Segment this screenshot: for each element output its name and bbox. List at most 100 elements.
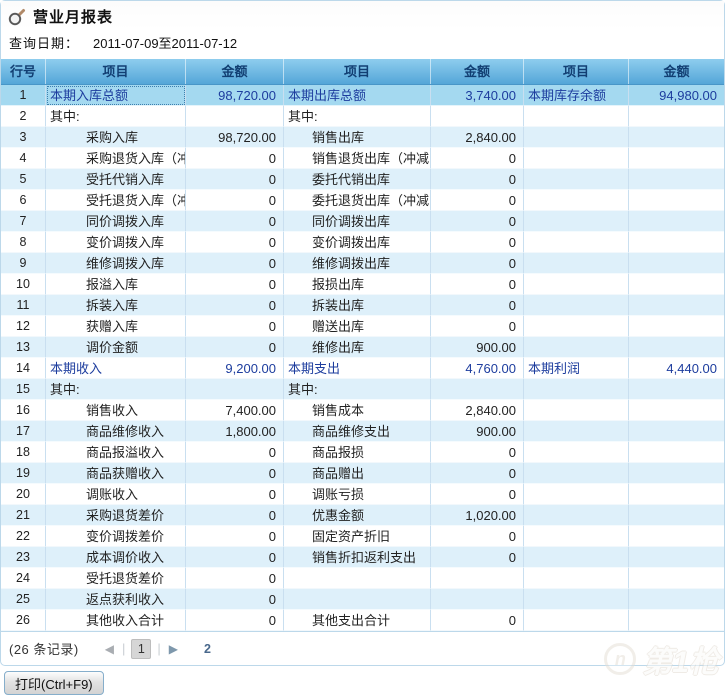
cell-item-3	[524, 232, 629, 253]
cell-row-number: 16	[1, 400, 46, 421]
cell-amount-2	[431, 106, 524, 127]
next-page-icon[interactable]: ▶	[168, 641, 178, 656]
cell-amount-2: 0	[431, 169, 524, 190]
table-row[interactable]: 21 采购退货差价 0 优惠金额 1,020.00	[1, 505, 724, 526]
cell-row-number: 26	[1, 610, 46, 631]
table-row[interactable]: 12 获赠入库 0 赠送出库 0	[1, 316, 724, 337]
cell-amount-3: 94,980.00	[629, 85, 724, 106]
cell-item-2: 商品报损	[284, 442, 431, 463]
table-row[interactable]: 18 商品报溢收入 0 商品报损 0	[1, 442, 724, 463]
cell-amount-3: 4,440.00	[629, 358, 724, 379]
table-row[interactable]: 1 本期入库总额 98,720.00 本期出库总额 3,740.00 本期库存余…	[1, 85, 724, 106]
table-row[interactable]: 17 商品维修收入 1,800.00 商品维修支出 900.00	[1, 421, 724, 442]
table-row[interactable]: 10 报溢入库 0 报损出库 0	[1, 274, 724, 295]
table-row[interactable]: 3 采购入库 98,720.00 销售出库 2,840.00	[1, 127, 724, 148]
magnifier-icon	[7, 7, 27, 27]
cell-amount-1: 9,200.00	[186, 358, 284, 379]
cell-amount-3	[629, 442, 724, 463]
table-row[interactable]: 8 变价调拨入库 0 变价调拨出库 0	[1, 232, 724, 253]
cell-row-number: 15	[1, 379, 46, 400]
report-table: 行号 项目 金额 项目 金额 项目 金额 1 本期入库总额 98,720.00 本期出库总额…	[1, 59, 724, 631]
cell-amount-3	[629, 568, 724, 589]
table-row[interactable]: 26 其他收入合计 0 其他支出合计 0	[1, 610, 724, 631]
print-button[interactable]: 打印(Ctrl+F9)	[4, 671, 104, 695]
current-page-box[interactable]: 1	[131, 638, 152, 659]
cell-item-2: 维修调拨出库	[284, 253, 431, 274]
cell-item-3	[524, 463, 629, 484]
cell-amount-3	[629, 526, 724, 547]
table-row[interactable]: 19 商品获赠收入 0 商品赠出 0	[1, 463, 724, 484]
cell-amount-2: 0	[431, 610, 524, 631]
cell-row-number: 7	[1, 211, 46, 232]
cell-item-2: 拆装出库	[284, 295, 431, 316]
cell-amount-2: 0	[431, 463, 524, 484]
table-row[interactable]: 25 返点获利收入 0	[1, 589, 724, 610]
cell-row-number: 8	[1, 232, 46, 253]
cell-amount-1: 0	[186, 316, 284, 337]
page-2-link[interactable]: 2	[203, 641, 211, 656]
cell-row-number: 13	[1, 337, 46, 358]
cell-amount-3	[629, 232, 724, 253]
pager-divider: |	[121, 641, 126, 656]
table-row[interactable]: 15 其中: 其中:	[1, 379, 724, 400]
cell-item-3	[524, 190, 629, 211]
cell-row-number: 4	[1, 148, 46, 169]
cell-row-number: 22	[1, 526, 46, 547]
cell-amount-1: 7,400.00	[186, 400, 284, 421]
cell-amount-3	[629, 421, 724, 442]
prev-page-icon[interactable]: ◀	[104, 641, 114, 656]
cell-item-3	[524, 148, 629, 169]
cell-item-2: 委托退货出库（冲减	[284, 190, 431, 211]
cell-amount-1: 0	[186, 568, 284, 589]
cell-item-3	[524, 337, 629, 358]
cell-row-number: 14	[1, 358, 46, 379]
cell-item-3	[524, 484, 629, 505]
cell-item-1: 其中:	[46, 379, 186, 400]
cell-row-number: 1	[1, 85, 46, 106]
cell-row-number: 3	[1, 127, 46, 148]
cell-item-1: 商品报溢收入	[46, 442, 186, 463]
cell-amount-2: 0	[431, 232, 524, 253]
cell-item-1: 获赠入库	[46, 316, 186, 337]
cell-item-3	[524, 568, 629, 589]
table-row[interactable]: 14 本期收入 9,200.00 本期支出 4,760.00 本期利润 4,44…	[1, 358, 724, 379]
cell-amount-2	[431, 379, 524, 400]
cell-item-2: 商品维修支出	[284, 421, 431, 442]
title-bar: 营业月报表	[1, 1, 724, 30]
cell-item-1: 采购退货入库（冲	[46, 148, 186, 169]
table-row[interactable]: 7 同价调拨入库 0 同价调拨出库 0	[1, 211, 724, 232]
table-row[interactable]: 9 维修调拨入库 0 维修调拨出库 0	[1, 253, 724, 274]
table-row[interactable]: 13 调价金额 0 维修出库 900.00	[1, 337, 724, 358]
cell-amount-1: 0	[186, 148, 284, 169]
cell-item-2: 销售折扣返利支出	[284, 547, 431, 568]
cell-amount-3	[629, 169, 724, 190]
cell-amount-2: 2,840.00	[431, 127, 524, 148]
cell-item-3	[524, 169, 629, 190]
table-row[interactable]: 24 受托退货差价 0	[1, 568, 724, 589]
cell-row-number: 23	[1, 547, 46, 568]
cell-amount-3	[629, 148, 724, 169]
table-row[interactable]: 5 受托代销入库 0 委托代销出库 0	[1, 169, 724, 190]
cell-amount-1: 0	[186, 463, 284, 484]
table-row[interactable]: 2 其中: 其中:	[1, 106, 724, 127]
cell-amount-3	[629, 106, 724, 127]
cell-item-2: 同价调拨出库	[284, 211, 431, 232]
cell-amount-2: 0	[431, 148, 524, 169]
table-row[interactable]: 20 调账收入 0 调账亏损 0	[1, 484, 724, 505]
cell-item-2: 其中:	[284, 379, 431, 400]
table-row[interactable]: 6 受托退货入库（冲 0 委托退货出库（冲减 0	[1, 190, 724, 211]
cell-item-1: 采购入库	[46, 127, 186, 148]
cell-item-2: 调账亏损	[284, 484, 431, 505]
cell-amount-2: 1,020.00	[431, 505, 524, 526]
table-row[interactable]: 11 拆装入库 0 拆装出库 0	[1, 295, 724, 316]
table-row[interactable]: 22 变价调拨差价 0 固定资产折旧 0	[1, 526, 724, 547]
table-row[interactable]: 4 采购退货入库（冲 0 销售退货出库（冲减 0	[1, 148, 724, 169]
table-row[interactable]: 16 销售收入 7,400.00 销售成本 2,840.00	[1, 400, 724, 421]
cell-amount-1: 0	[186, 295, 284, 316]
table-row[interactable]: 23 成本调价收入 0 销售折扣返利支出 0	[1, 547, 724, 568]
cell-item-1: 其中:	[46, 106, 186, 127]
cell-amount-2: 0	[431, 442, 524, 463]
cell-amount-3	[629, 610, 724, 631]
cell-amount-3	[629, 505, 724, 526]
cell-amount-2: 4,760.00	[431, 358, 524, 379]
